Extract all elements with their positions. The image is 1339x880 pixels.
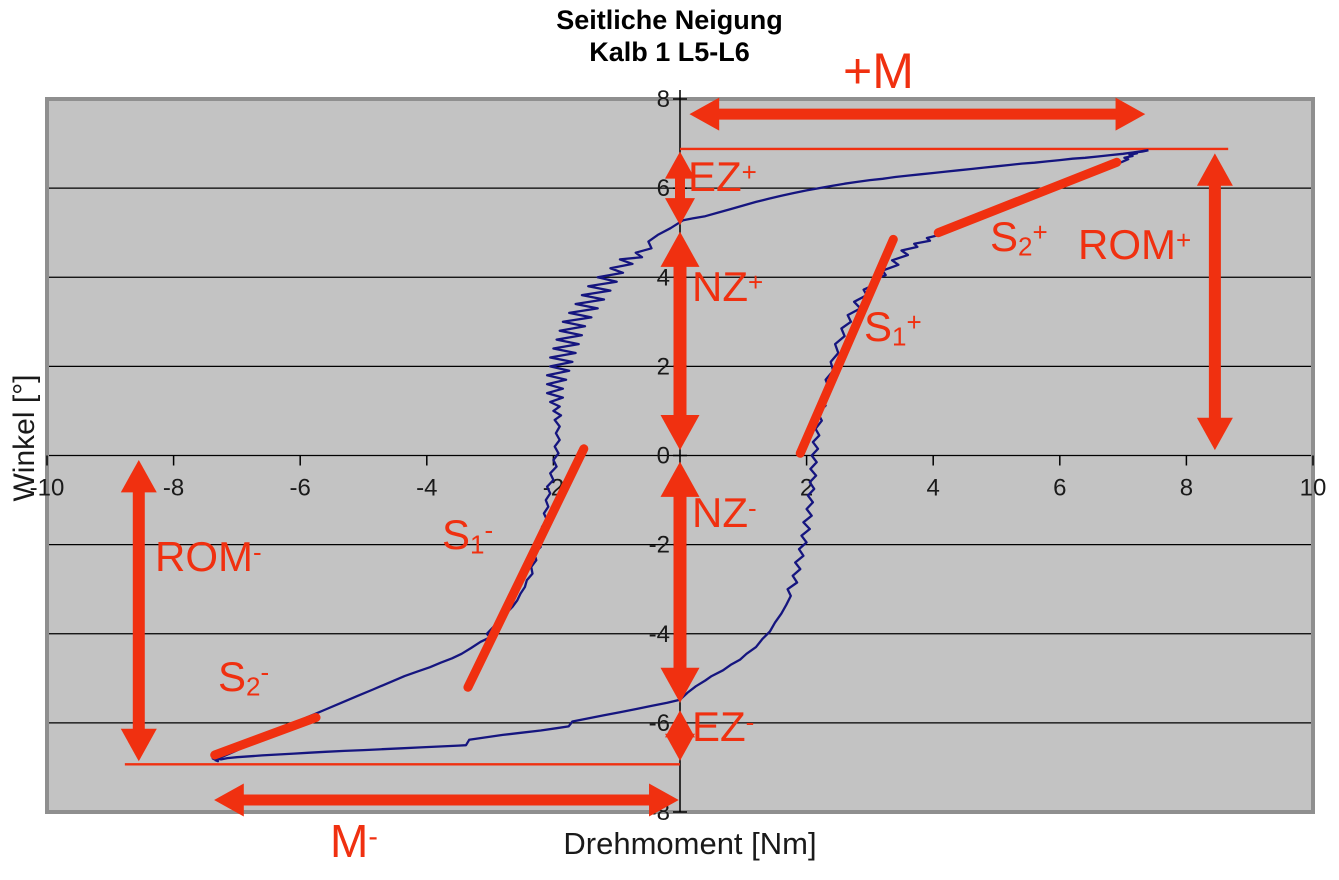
- curve-hysteresis-unloading-branch: [214, 149, 1149, 761]
- x-tick-label-2: 2: [800, 475, 813, 502]
- x-tick-label--6: -6: [290, 475, 311, 502]
- annotation-rom-plus-arrow-head-1: [1196, 417, 1233, 451]
- annotation-ez-plus-arrow-head-1: [665, 198, 695, 226]
- y-tick-label--4: -4: [649, 621, 670, 648]
- y-tick-label-0: 0: [657, 443, 670, 470]
- y-tick-label-8: 8: [657, 86, 670, 113]
- annotation-label-nz-plus: NZ+: [692, 263, 764, 310]
- x-tick-label-6: 6: [1053, 475, 1066, 502]
- x-tick-label-10: 10: [1300, 475, 1327, 502]
- annotation-ez-plus-arrow-head-0: [665, 151, 695, 179]
- chart-title-line1: Seitliche Neigung: [556, 5, 783, 35]
- x-tick-label--8: -8: [163, 475, 184, 502]
- y-tick-label-6: 6: [657, 175, 670, 202]
- annotation-plus-m-arrow-head-0: [689, 97, 720, 131]
- annotation-label-rom-plus: ROM+: [1078, 221, 1192, 268]
- annotation-s2-minus-line: [210, 713, 321, 760]
- annotation-nz-plus-arrow-head-1: [660, 415, 700, 451]
- y-axis-title: Winkel [°]: [8, 374, 41, 502]
- annotation-ez-minus-arrow-head-1: [665, 733, 695, 761]
- x-tick-label--4: -4: [416, 475, 437, 502]
- annotation-label-s1-plus: S1+: [864, 303, 922, 352]
- y-tick-label-2: 2: [657, 353, 670, 380]
- annotation-label-s1-minus: S1-: [442, 511, 494, 560]
- annotation-label-ez-plus: EZ+: [688, 153, 757, 200]
- x-axis-title: Drehmoment [Nm]: [563, 826, 817, 861]
- annotation-label-s2-minus: S2-: [218, 653, 270, 702]
- chart-title-line2: Kalb 1 L5-L6: [589, 37, 750, 67]
- annotation-nz-plus-arrow-head-0: [660, 231, 700, 267]
- annotation-label-plus-m: +M: [843, 43, 914, 99]
- annotation-nz-minus-arrow-head-0: [660, 461, 700, 497]
- annotation-plus-m-arrow-head-1: [1115, 97, 1146, 131]
- y-tick-label-4: 4: [657, 264, 670, 291]
- annotation-ez-minus-arrow-head-0: [665, 710, 695, 738]
- annotation-s1-minus-line: [463, 444, 589, 692]
- annotation-m-minus-arrow-head-0: [214, 783, 244, 817]
- annotation-rom-minus-arrow-head-1: [120, 728, 157, 762]
- annotation-rom-plus-arrow-head-0: [1196, 153, 1233, 186]
- x-tick-label--10: -10: [30, 475, 65, 502]
- annotation-m-minus-arrow-head-1: [649, 783, 679, 817]
- x-tick-label-4: 4: [927, 475, 940, 502]
- annotation-s2-plus-line: [933, 157, 1122, 238]
- annotation-label-nz-minus: NZ-: [692, 489, 757, 536]
- annotation-nz-minus-arrow-head-1: [660, 667, 700, 703]
- annotation-s1-plus-line: [795, 234, 898, 458]
- chart-title: Seitliche Neigung Kalb 1 L5-L6: [0, 4, 1339, 68]
- annotation-label-rom-minus: ROM-: [155, 533, 262, 580]
- x-tick-label-8: 8: [1180, 475, 1193, 502]
- annotation-label-ez-minus: EZ-: [692, 703, 755, 750]
- y-tick-label--2: -2: [649, 532, 670, 559]
- annotation-label-m-minus: M-: [330, 815, 378, 867]
- y-tick-label--6: -6: [649, 710, 670, 737]
- annotation-label-s2-plus: S2+: [990, 213, 1048, 262]
- annotation-rom-minus-arrow-head-0: [120, 459, 157, 493]
